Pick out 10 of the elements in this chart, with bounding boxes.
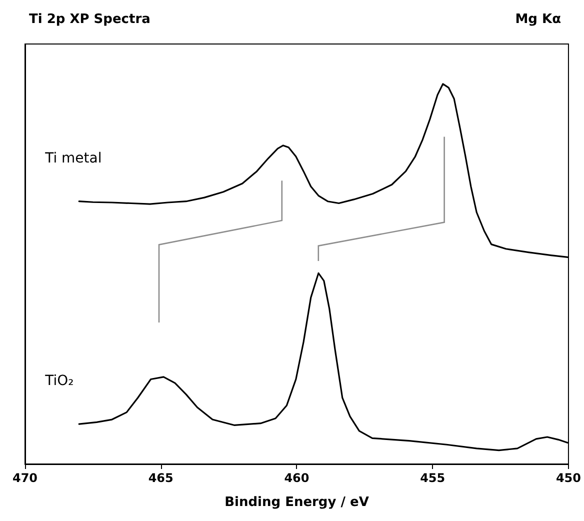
- x-axis-title: Binding Energy / eV: [224, 495, 369, 510]
- x-tick-label: 470: [12, 471, 38, 485]
- chart-title: Ti 2p XP Spectra: [29, 12, 150, 27]
- x-tick-label: 465: [148, 471, 174, 485]
- text: TiO₂: [44, 373, 74, 390]
- chart-subtitle: Mg Kα: [515, 12, 562, 27]
- x-tick-label: 455: [420, 471, 446, 485]
- x-tick-label: 460: [284, 471, 310, 485]
- text: Ti metal: [44, 150, 102, 166]
- x-tick-label: 450: [556, 471, 582, 485]
